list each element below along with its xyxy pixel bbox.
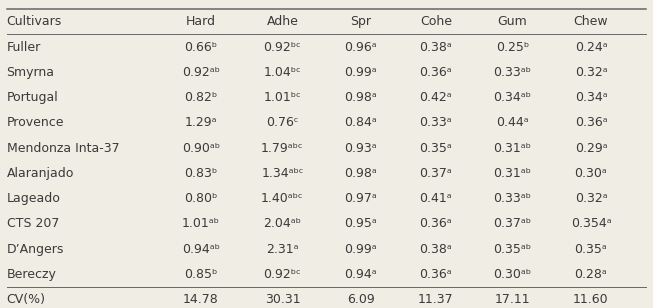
Text: 0.96ᵃ: 0.96ᵃ xyxy=(345,41,377,54)
Text: 1.01ᵇᶜ: 1.01ᵇᶜ xyxy=(264,91,301,104)
Text: 0.90ᵃᵇ: 0.90ᵃᵇ xyxy=(182,142,220,155)
Text: 0.83ᵇ: 0.83ᵇ xyxy=(184,167,217,180)
Text: 0.32ᵃ: 0.32ᵃ xyxy=(575,66,607,79)
Text: 0.36ᵃ: 0.36ᵃ xyxy=(575,116,607,129)
Text: 0.24ᵃ: 0.24ᵃ xyxy=(575,41,607,54)
Text: Hard: Hard xyxy=(186,15,215,28)
Text: 0.29ᵃ: 0.29ᵃ xyxy=(575,142,607,155)
Text: CTS 207: CTS 207 xyxy=(7,217,59,230)
Text: Cultivars: Cultivars xyxy=(7,15,62,28)
Text: Chew: Chew xyxy=(573,15,609,28)
Text: 0.33ᵃ: 0.33ᵃ xyxy=(420,116,452,129)
Text: Portugal: Portugal xyxy=(7,91,58,104)
Text: 0.95ᵃ: 0.95ᵃ xyxy=(344,217,377,230)
Text: 0.35ᵃᵇ: 0.35ᵃᵇ xyxy=(494,243,532,256)
Text: 0.25ᵇ: 0.25ᵇ xyxy=(496,41,529,54)
Text: 11.37: 11.37 xyxy=(418,293,454,306)
Text: 0.37ᵃ: 0.37ᵃ xyxy=(419,167,453,180)
Text: 17.11: 17.11 xyxy=(495,293,530,306)
Text: 1.04ᵇᶜ: 1.04ᵇᶜ xyxy=(264,66,301,79)
Text: 0.99ᵃ: 0.99ᵃ xyxy=(345,66,377,79)
Text: 1.79ᵃᵇᶜ: 1.79ᵃᵇᶜ xyxy=(261,142,304,155)
Text: 0.80ᵇ: 0.80ᵇ xyxy=(184,192,217,205)
Text: 14.78: 14.78 xyxy=(183,293,219,306)
Text: 1.34ᵃᵇᶜ: 1.34ᵃᵇᶜ xyxy=(261,167,304,180)
Text: Gum: Gum xyxy=(498,15,528,28)
Text: 0.31ᵃᵇ: 0.31ᵃᵇ xyxy=(494,167,532,180)
Text: 0.36ᵃ: 0.36ᵃ xyxy=(420,66,452,79)
Text: Lageado: Lageado xyxy=(7,192,61,205)
Text: 0.93ᵃ: 0.93ᵃ xyxy=(345,142,377,155)
Text: 0.97ᵃ: 0.97ᵃ xyxy=(344,192,377,205)
Text: 0.28ᵃ: 0.28ᵃ xyxy=(575,268,607,281)
Text: 0.32ᵃ: 0.32ᵃ xyxy=(575,192,607,205)
Text: 0.33ᵃᵇ: 0.33ᵃᵇ xyxy=(494,66,532,79)
Text: 0.35ᵃ: 0.35ᵃ xyxy=(419,142,453,155)
Text: 0.66ᵇ: 0.66ᵇ xyxy=(184,41,217,54)
Text: 0.30ᵃᵇ: 0.30ᵃᵇ xyxy=(494,268,532,281)
Text: 0.76ᶜ: 0.76ᶜ xyxy=(266,116,298,129)
Text: 0.42ᵃ: 0.42ᵃ xyxy=(420,91,452,104)
Text: 0.36ᵃ: 0.36ᵃ xyxy=(420,268,452,281)
Text: Bereczy: Bereczy xyxy=(7,268,56,281)
Text: 0.38ᵃ: 0.38ᵃ xyxy=(419,243,453,256)
Text: 0.94ᵃᵇ: 0.94ᵃᵇ xyxy=(182,243,220,256)
Text: 0.38ᵃ: 0.38ᵃ xyxy=(419,41,453,54)
Text: 0.31ᵃᵇ: 0.31ᵃᵇ xyxy=(494,142,532,155)
Text: Cohe: Cohe xyxy=(420,15,452,28)
Text: Mendonza Inta-37: Mendonza Inta-37 xyxy=(7,142,119,155)
Text: D’Angers: D’Angers xyxy=(7,243,64,256)
Text: 2.04ᵃᵇ: 2.04ᵃᵇ xyxy=(263,217,302,230)
Text: Provence: Provence xyxy=(7,116,64,129)
Text: 0.99ᵃ: 0.99ᵃ xyxy=(345,243,377,256)
Text: 0.35ᵃ: 0.35ᵃ xyxy=(575,243,607,256)
Text: Fuller: Fuller xyxy=(7,41,40,54)
Text: 0.92ᵇᶜ: 0.92ᵇᶜ xyxy=(264,268,301,281)
Text: 0.92ᵃᵇ: 0.92ᵃᵇ xyxy=(182,66,220,79)
Text: Smyrna: Smyrna xyxy=(7,66,55,79)
Text: 0.85ᵇ: 0.85ᵇ xyxy=(184,268,217,281)
Text: 6.09: 6.09 xyxy=(347,293,375,306)
Text: 30.31: 30.31 xyxy=(264,293,300,306)
Text: 0.94ᵃ: 0.94ᵃ xyxy=(345,268,377,281)
Text: 0.34ᵃ: 0.34ᵃ xyxy=(575,91,607,104)
Text: 0.98ᵃ: 0.98ᵃ xyxy=(344,167,377,180)
Text: 1.40ᵃᵇᶜ: 1.40ᵃᵇᶜ xyxy=(261,192,304,205)
Text: 1.01ᵃᵇ: 1.01ᵃᵇ xyxy=(182,217,220,230)
Text: 0.44ᵃ: 0.44ᵃ xyxy=(496,116,529,129)
Text: 0.36ᵃ: 0.36ᵃ xyxy=(420,217,452,230)
Text: 0.37ᵃᵇ: 0.37ᵃᵇ xyxy=(494,217,532,230)
Text: 11.60: 11.60 xyxy=(573,293,609,306)
Text: 0.92ᵇᶜ: 0.92ᵇᶜ xyxy=(264,41,301,54)
Text: 2.31ᵃ: 2.31ᵃ xyxy=(266,243,298,256)
Text: 0.30ᵃ: 0.30ᵃ xyxy=(575,167,607,180)
Text: 0.354ᵃ: 0.354ᵃ xyxy=(571,217,611,230)
Text: Adhe: Adhe xyxy=(266,15,298,28)
Text: 0.82ᵇ: 0.82ᵇ xyxy=(184,91,217,104)
Text: Spr: Spr xyxy=(350,15,372,28)
Text: 0.34ᵃᵇ: 0.34ᵃᵇ xyxy=(494,91,532,104)
Text: 0.41ᵃ: 0.41ᵃ xyxy=(420,192,452,205)
Text: 0.84ᵃ: 0.84ᵃ xyxy=(344,116,377,129)
Text: 0.98ᵃ: 0.98ᵃ xyxy=(344,91,377,104)
Text: Alaranjado: Alaranjado xyxy=(7,167,74,180)
Text: 1.29ᵃ: 1.29ᵃ xyxy=(185,116,217,129)
Text: 0.33ᵃᵇ: 0.33ᵃᵇ xyxy=(494,192,532,205)
Text: CV(%): CV(%) xyxy=(7,293,46,306)
